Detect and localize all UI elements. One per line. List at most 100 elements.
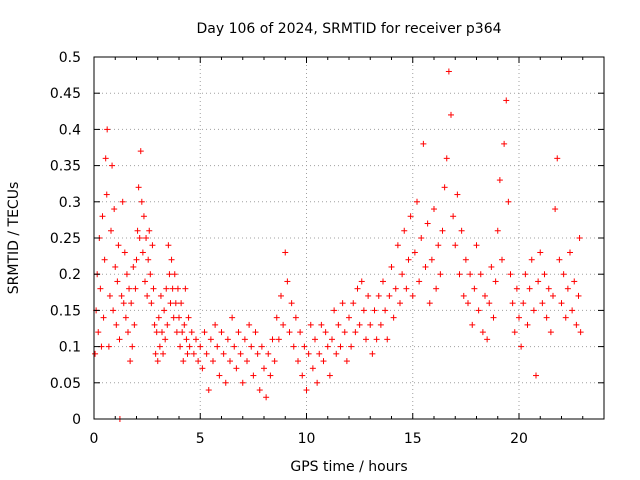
data-point (267, 372, 274, 379)
data-point (282, 249, 289, 256)
data-point (414, 198, 420, 205)
data-point (360, 307, 367, 314)
data-point (186, 343, 193, 350)
data-point (286, 329, 293, 336)
data-point (125, 329, 131, 336)
data-point (139, 249, 146, 256)
data-point (375, 292, 382, 299)
data-point (252, 329, 259, 336)
data-point (386, 292, 393, 299)
data-point (492, 278, 499, 285)
data-point (312, 336, 318, 343)
data-point (250, 372, 257, 379)
data-point (454, 191, 461, 198)
data-point (352, 329, 359, 336)
data-point (448, 111, 454, 118)
y-tick-label: 0.45 (50, 86, 81, 102)
data-point (458, 227, 465, 234)
data-point (509, 300, 516, 307)
data-point (167, 300, 174, 307)
data-point (140, 213, 147, 220)
data-point (161, 307, 168, 314)
data-point (490, 314, 497, 321)
data-point (305, 350, 312, 357)
data-point (346, 314, 352, 321)
data-point (152, 350, 159, 357)
data-point (314, 379, 321, 386)
data-point (552, 206, 559, 213)
data-point (450, 213, 457, 220)
x-axis-label: GPS time / hours (290, 459, 407, 475)
data-point (333, 350, 340, 357)
data-point (248, 343, 255, 350)
data-point (401, 227, 408, 234)
data-point (420, 140, 427, 147)
data-point (224, 336, 231, 343)
data-point (513, 285, 520, 292)
data-point (288, 300, 295, 307)
data-point (431, 206, 437, 213)
data-point (554, 155, 561, 162)
data-point (541, 271, 548, 278)
data-point (178, 300, 185, 307)
data-point (133, 256, 140, 263)
data-point (153, 329, 160, 336)
data-point (111, 206, 118, 213)
data-point (329, 336, 335, 343)
data-point (539, 300, 546, 307)
data-point (97, 285, 104, 292)
y-tick-label: 0.5 (59, 50, 81, 66)
data-point (426, 300, 433, 307)
data-point (136, 235, 143, 241)
data-point (112, 263, 119, 270)
data-point (560, 271, 567, 278)
data-point (337, 343, 344, 350)
data-point (165, 242, 172, 249)
data-point (104, 126, 111, 133)
data-point (507, 271, 514, 278)
data-point (533, 372, 539, 379)
data-point (380, 278, 386, 285)
data-point (465, 300, 471, 307)
data-point (205, 387, 212, 394)
y-tick-label: 0.25 (50, 231, 81, 247)
data-point (128, 300, 135, 307)
data-point (486, 300, 493, 307)
data-point (299, 372, 306, 379)
y-tick-label: 0.15 (50, 303, 81, 319)
data-point (322, 329, 329, 336)
data-point (365, 292, 372, 299)
data-point (363, 336, 369, 343)
data-point (218, 329, 225, 336)
data-point (443, 155, 450, 162)
data-point (121, 249, 128, 256)
data-point (179, 329, 186, 336)
data-point (526, 285, 533, 292)
data-point (567, 249, 573, 256)
data-point (185, 314, 192, 321)
data-point (335, 321, 342, 328)
data-point (214, 343, 221, 350)
x-tick-label: 10 (298, 431, 316, 447)
data-point (162, 336, 169, 343)
data-point (433, 285, 440, 292)
data-point (239, 379, 246, 386)
y-tick-label: 0.4 (59, 122, 81, 138)
data-point (168, 256, 175, 263)
data-point (320, 358, 327, 365)
data-point (263, 394, 270, 401)
data-point (422, 263, 429, 270)
data-point (129, 343, 136, 350)
data-point (154, 358, 161, 365)
data-point (428, 256, 435, 263)
data-point (284, 278, 291, 285)
data-point (462, 256, 469, 263)
data-point (199, 365, 206, 372)
data-point (195, 358, 202, 365)
data-point (484, 336, 491, 343)
data-point (482, 292, 488, 299)
data-point (203, 350, 210, 357)
data-point (501, 140, 508, 147)
data-point (316, 350, 323, 357)
data-point (258, 343, 265, 350)
